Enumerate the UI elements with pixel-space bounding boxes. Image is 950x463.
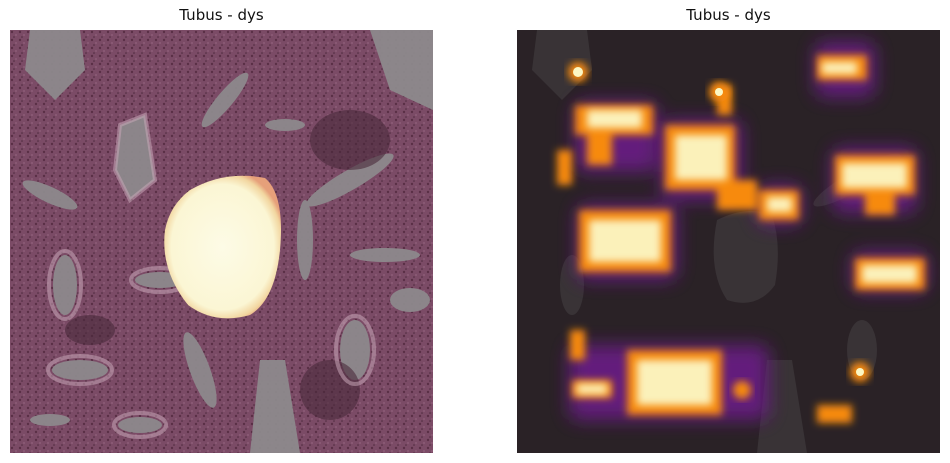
right-heatmap-image [517, 30, 940, 453]
left-histology-image [10, 30, 433, 453]
left-panel-title: Tubus - dys [179, 6, 264, 24]
right-panel-title: Tubus - dys [686, 6, 771, 24]
